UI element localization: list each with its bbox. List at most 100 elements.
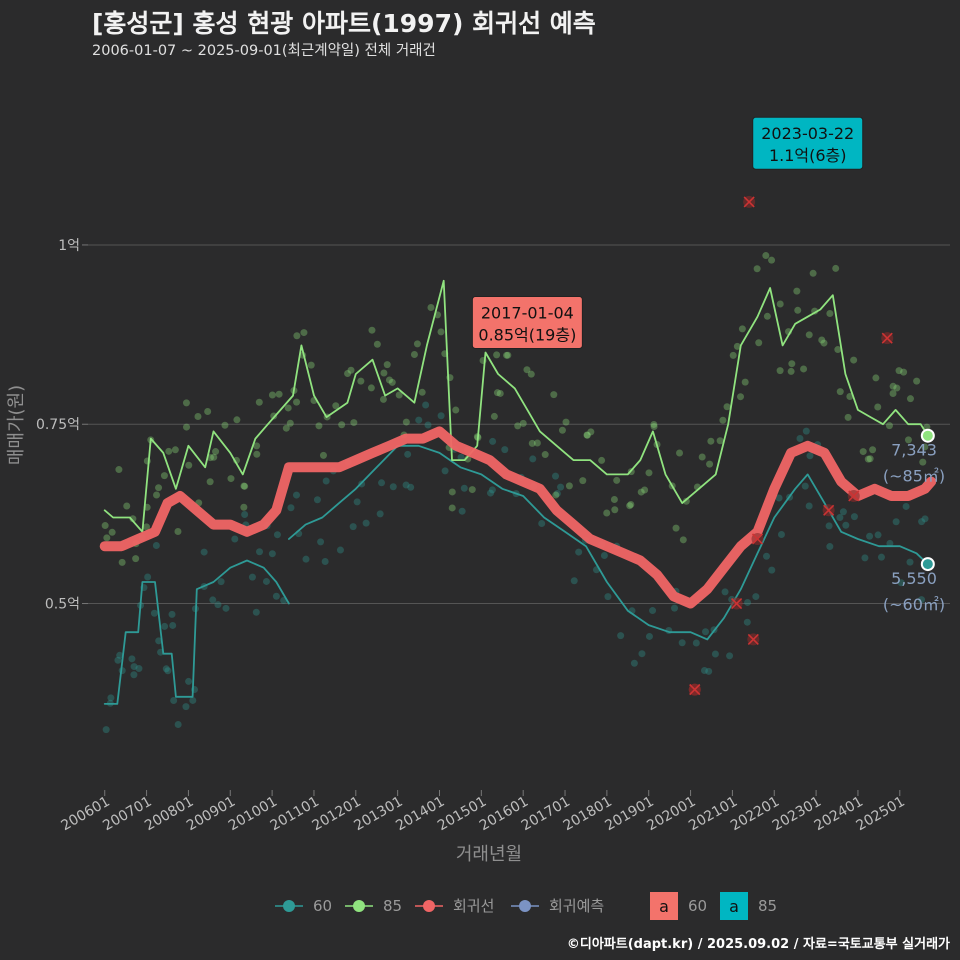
end-unit-label: (~60㎡) xyxy=(883,595,945,614)
transaction-dot xyxy=(743,618,751,626)
transaction-dot xyxy=(763,552,770,560)
transaction-dot xyxy=(895,367,903,375)
transaction-dot xyxy=(313,496,321,504)
legend-callout-letter: a xyxy=(659,897,669,916)
transaction-dot xyxy=(293,398,301,406)
transaction-dot xyxy=(900,368,908,376)
transaction-dot xyxy=(864,455,872,463)
end-value-label: 7,343 xyxy=(891,441,937,460)
transaction-dot xyxy=(850,356,858,364)
transaction-dot xyxy=(719,416,727,424)
legend-swatch-dot xyxy=(423,900,435,912)
transaction-dot xyxy=(859,448,867,456)
transaction-dot xyxy=(183,423,191,431)
transaction-dot xyxy=(552,472,560,480)
callout-date: 2017-01-04 xyxy=(481,304,574,323)
transaction-dot xyxy=(611,506,619,514)
transaction-dot xyxy=(613,476,621,484)
transaction-dot xyxy=(721,588,729,596)
transaction-dot xyxy=(583,431,591,439)
transaction-dot xyxy=(801,482,809,490)
transaction-dot xyxy=(904,436,912,444)
transaction-dot xyxy=(825,522,833,530)
forecast-marker xyxy=(747,633,760,646)
x-tick-label: 202501 xyxy=(853,794,907,835)
transaction-dot xyxy=(711,650,719,658)
transaction-dot xyxy=(737,393,745,401)
transaction-dot xyxy=(826,543,834,551)
transaction-dot xyxy=(788,360,796,368)
transaction-dot xyxy=(490,412,498,420)
transaction-dot xyxy=(262,577,270,585)
transaction-dot xyxy=(638,650,646,658)
series-line-s85 xyxy=(103,279,929,533)
transaction-dot xyxy=(504,351,512,359)
transaction-dot xyxy=(679,536,687,544)
transaction-dot xyxy=(627,500,635,508)
transaction-dot xyxy=(174,720,182,728)
transaction-dot xyxy=(282,424,290,432)
forecast-marker-cross xyxy=(881,332,893,344)
transaction-dot xyxy=(866,532,874,540)
transaction-dot xyxy=(161,622,169,630)
transaction-dot xyxy=(541,451,549,459)
transaction-dot xyxy=(603,509,611,517)
transaction-dot xyxy=(357,377,365,385)
transaction-dot xyxy=(114,656,122,664)
series-line-s60 xyxy=(103,559,290,705)
transaction-dot xyxy=(116,651,124,659)
transaction-dot xyxy=(212,448,220,456)
transaction-dot xyxy=(378,479,386,487)
transaction-dot xyxy=(918,518,926,526)
transaction-dot xyxy=(716,437,724,445)
transaction-dot xyxy=(268,550,276,558)
transaction-dot xyxy=(550,391,558,399)
transaction-dot xyxy=(741,378,749,386)
transaction-dot xyxy=(321,558,329,566)
transaction-dot xyxy=(427,304,435,312)
transaction-dot xyxy=(380,369,388,377)
transaction-dot xyxy=(448,488,456,496)
transaction-dot xyxy=(575,548,583,556)
transaction-dot xyxy=(826,310,834,318)
transaction-dot xyxy=(809,269,817,277)
transaction-dot xyxy=(527,370,535,378)
transaction-dot xyxy=(570,577,578,585)
forecast-marker xyxy=(822,504,835,517)
transaction-dot xyxy=(448,504,456,512)
transaction-dot xyxy=(806,452,814,460)
transaction-dot xyxy=(645,632,653,640)
transaction-dot xyxy=(877,553,885,561)
transaction-dot xyxy=(424,421,432,429)
transaction-dot xyxy=(129,515,137,523)
transaction-dot xyxy=(383,361,391,369)
transaction-dot xyxy=(846,392,854,400)
transaction-dot xyxy=(144,573,152,581)
transaction-dot xyxy=(287,504,295,512)
legend-callout-label: 60 xyxy=(688,897,707,915)
transaction-dot xyxy=(626,502,634,510)
transaction-dot xyxy=(150,609,158,617)
transaction-dot xyxy=(367,384,375,392)
transaction-dot xyxy=(174,527,182,535)
transaction-dot xyxy=(755,339,763,347)
transaction-dot xyxy=(753,265,761,273)
transaction-dot xyxy=(389,483,397,491)
transaction-dot xyxy=(889,389,897,397)
legend-callout-s85: a 85 xyxy=(720,892,777,920)
transaction-dot xyxy=(241,482,249,490)
transaction-dot xyxy=(692,639,700,647)
transaction-dot xyxy=(738,325,746,333)
transaction-dot xyxy=(103,534,111,542)
transaction-dot xyxy=(650,423,658,431)
forecast-marker xyxy=(847,489,860,502)
transaction-dot xyxy=(118,558,126,566)
transaction-dot xyxy=(302,555,310,563)
transaction-dot xyxy=(275,390,283,398)
end-point-s60 xyxy=(920,557,935,572)
forecast-marker xyxy=(881,332,894,345)
transaction-dot xyxy=(413,340,421,348)
transaction-dot xyxy=(832,264,840,272)
transaction-dot xyxy=(248,573,256,581)
transaction-dot xyxy=(182,703,190,711)
